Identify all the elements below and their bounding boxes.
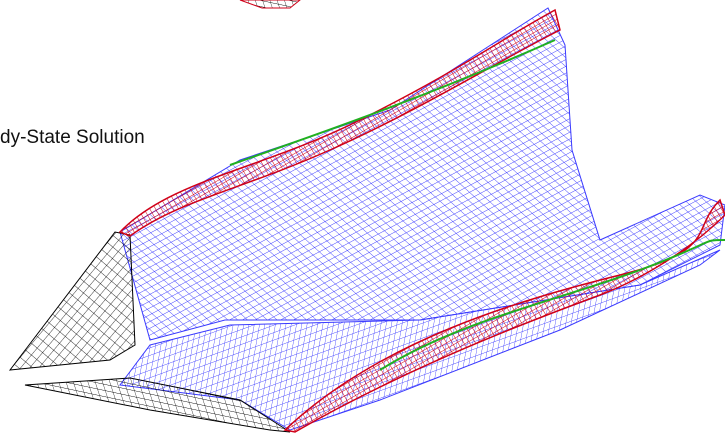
top-sliver [240, 0, 300, 8]
left-mesh [10, 232, 135, 370]
wireframe-render [0, 0, 725, 434]
page: dy-State Solution (() => { const data = … [0, 0, 725, 434]
solution-label: dy-State Solution [0, 127, 145, 149]
